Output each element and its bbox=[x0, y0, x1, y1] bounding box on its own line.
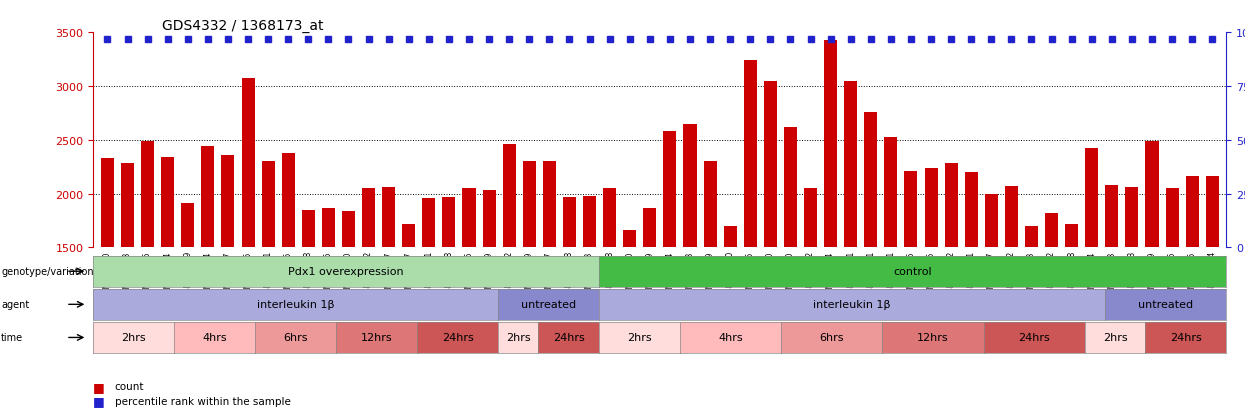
Text: ■: ■ bbox=[93, 394, 105, 407]
Bar bbox=[664, 132, 676, 409]
Bar bbox=[743, 61, 757, 409]
Bar bbox=[904, 171, 918, 409]
Bar bbox=[222, 155, 234, 409]
Bar bbox=[442, 197, 456, 409]
Bar bbox=[1106, 185, 1118, 409]
Text: untreated: untreated bbox=[520, 299, 576, 310]
Bar bbox=[804, 189, 817, 409]
Bar bbox=[1165, 189, 1179, 409]
Text: 2hrs: 2hrs bbox=[122, 332, 146, 343]
Bar bbox=[503, 145, 515, 409]
Bar bbox=[101, 159, 115, 409]
Text: 4hrs: 4hrs bbox=[718, 332, 743, 343]
Bar bbox=[784, 128, 797, 409]
Bar bbox=[583, 196, 596, 409]
Bar bbox=[1145, 142, 1159, 409]
Text: 24hrs: 24hrs bbox=[1018, 332, 1050, 343]
Text: 2hrs: 2hrs bbox=[627, 332, 652, 343]
Bar bbox=[844, 81, 858, 409]
Bar bbox=[422, 198, 436, 409]
Bar bbox=[141, 142, 154, 409]
Bar bbox=[644, 208, 656, 409]
Bar bbox=[1185, 177, 1199, 409]
Bar bbox=[242, 79, 254, 409]
Text: 2hrs: 2hrs bbox=[505, 332, 530, 343]
Bar bbox=[884, 137, 898, 409]
Bar bbox=[382, 188, 395, 409]
Bar bbox=[925, 169, 937, 409]
Text: 12hrs: 12hrs bbox=[361, 332, 392, 343]
Bar bbox=[763, 81, 777, 409]
Bar bbox=[483, 191, 496, 409]
Bar bbox=[161, 158, 174, 409]
Text: untreated: untreated bbox=[1138, 299, 1193, 310]
Bar bbox=[684, 124, 696, 409]
Text: count: count bbox=[115, 381, 144, 391]
Bar bbox=[603, 189, 616, 409]
Text: interleukin 1β: interleukin 1β bbox=[813, 299, 890, 310]
Bar bbox=[824, 40, 837, 409]
Bar bbox=[402, 224, 416, 409]
Bar bbox=[965, 173, 977, 409]
Bar bbox=[1066, 224, 1078, 409]
Bar bbox=[182, 204, 194, 409]
Text: percentile rank within the sample: percentile rank within the sample bbox=[115, 396, 290, 406]
Bar bbox=[624, 230, 636, 409]
Bar bbox=[322, 208, 335, 409]
Bar bbox=[362, 189, 375, 409]
Text: 6hrs: 6hrs bbox=[819, 332, 844, 343]
Text: genotype/variation: genotype/variation bbox=[1, 266, 93, 277]
Bar bbox=[723, 226, 737, 409]
Text: 4hrs: 4hrs bbox=[203, 332, 227, 343]
Bar bbox=[121, 164, 134, 409]
Bar bbox=[1125, 188, 1138, 409]
Bar bbox=[1086, 149, 1098, 409]
Text: interleukin 1β: interleukin 1β bbox=[256, 299, 335, 310]
Bar bbox=[703, 162, 717, 409]
Bar bbox=[1045, 214, 1058, 409]
Bar bbox=[945, 164, 957, 409]
Bar bbox=[563, 197, 576, 409]
Bar bbox=[864, 112, 878, 409]
Bar bbox=[342, 211, 355, 409]
Text: ■: ■ bbox=[93, 380, 105, 393]
Bar bbox=[543, 162, 557, 409]
Text: 24hrs: 24hrs bbox=[1170, 332, 1201, 343]
Bar bbox=[261, 162, 275, 409]
Text: 24hrs: 24hrs bbox=[442, 332, 473, 343]
Bar bbox=[1205, 177, 1219, 409]
Bar bbox=[1005, 187, 1018, 409]
Text: 6hrs: 6hrs bbox=[284, 332, 308, 343]
Text: 12hrs: 12hrs bbox=[918, 332, 949, 343]
Bar bbox=[985, 194, 997, 409]
Text: GDS4332 / 1368173_at: GDS4332 / 1368173_at bbox=[162, 19, 324, 33]
Text: Pdx1 overexpression: Pdx1 overexpression bbox=[289, 266, 405, 277]
Text: agent: agent bbox=[1, 299, 30, 310]
Text: 24hrs: 24hrs bbox=[553, 332, 585, 343]
Bar bbox=[462, 189, 476, 409]
Text: control: control bbox=[894, 266, 933, 277]
Bar bbox=[1025, 226, 1038, 409]
Bar bbox=[202, 147, 214, 409]
Bar bbox=[281, 153, 295, 409]
Text: 2hrs: 2hrs bbox=[1103, 332, 1128, 343]
Bar bbox=[523, 162, 535, 409]
Bar bbox=[301, 210, 315, 409]
Text: time: time bbox=[1, 332, 24, 343]
